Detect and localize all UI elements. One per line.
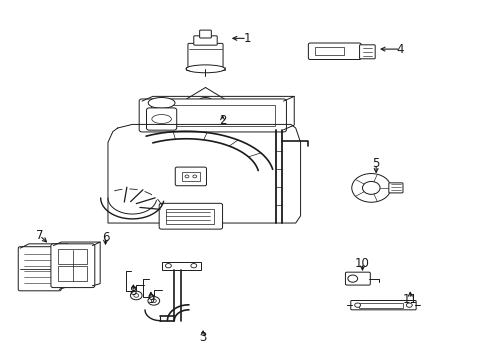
Circle shape [192,175,196,178]
Text: 5: 5 [372,157,379,170]
FancyBboxPatch shape [51,244,95,288]
Text: 4: 4 [396,42,404,55]
Bar [58,266,87,282]
FancyBboxPatch shape [388,183,402,193]
FancyBboxPatch shape [350,301,415,310]
Text: 3: 3 [199,330,206,343]
Circle shape [148,297,159,305]
Bar [182,172,199,181]
Bar [315,47,344,55]
FancyBboxPatch shape [193,36,217,45]
Bar [161,262,200,270]
FancyBboxPatch shape [159,203,222,229]
FancyBboxPatch shape [359,45,374,59]
FancyBboxPatch shape [345,272,369,285]
FancyBboxPatch shape [175,167,206,186]
Circle shape [406,303,411,307]
Circle shape [151,299,156,303]
Text: 1: 1 [243,32,250,45]
FancyBboxPatch shape [308,43,360,59]
Circle shape [347,275,357,282]
Circle shape [190,264,196,268]
FancyBboxPatch shape [18,247,61,291]
Text: 9: 9 [147,293,154,306]
Circle shape [351,174,390,202]
Text: 11: 11 [402,293,417,306]
Bar [58,249,87,264]
Bar [151,105,274,126]
Circle shape [134,294,139,297]
FancyBboxPatch shape [187,43,223,70]
Text: 8: 8 [129,285,137,298]
Text: 2: 2 [218,114,226,127]
Ellipse shape [198,98,212,105]
Ellipse shape [185,65,224,73]
Text: 7: 7 [36,229,43,242]
Circle shape [190,99,195,103]
Circle shape [165,264,171,268]
FancyBboxPatch shape [139,99,286,132]
FancyBboxPatch shape [146,108,176,130]
Circle shape [354,303,360,307]
Circle shape [215,99,220,103]
FancyBboxPatch shape [199,30,211,38]
Text: 10: 10 [354,257,369,270]
Bar [358,303,402,308]
Circle shape [362,181,379,194]
Ellipse shape [148,98,175,108]
Ellipse shape [152,114,171,123]
Circle shape [184,175,188,178]
Text: 6: 6 [102,231,109,244]
Circle shape [130,291,142,300]
Bar [165,210,214,225]
